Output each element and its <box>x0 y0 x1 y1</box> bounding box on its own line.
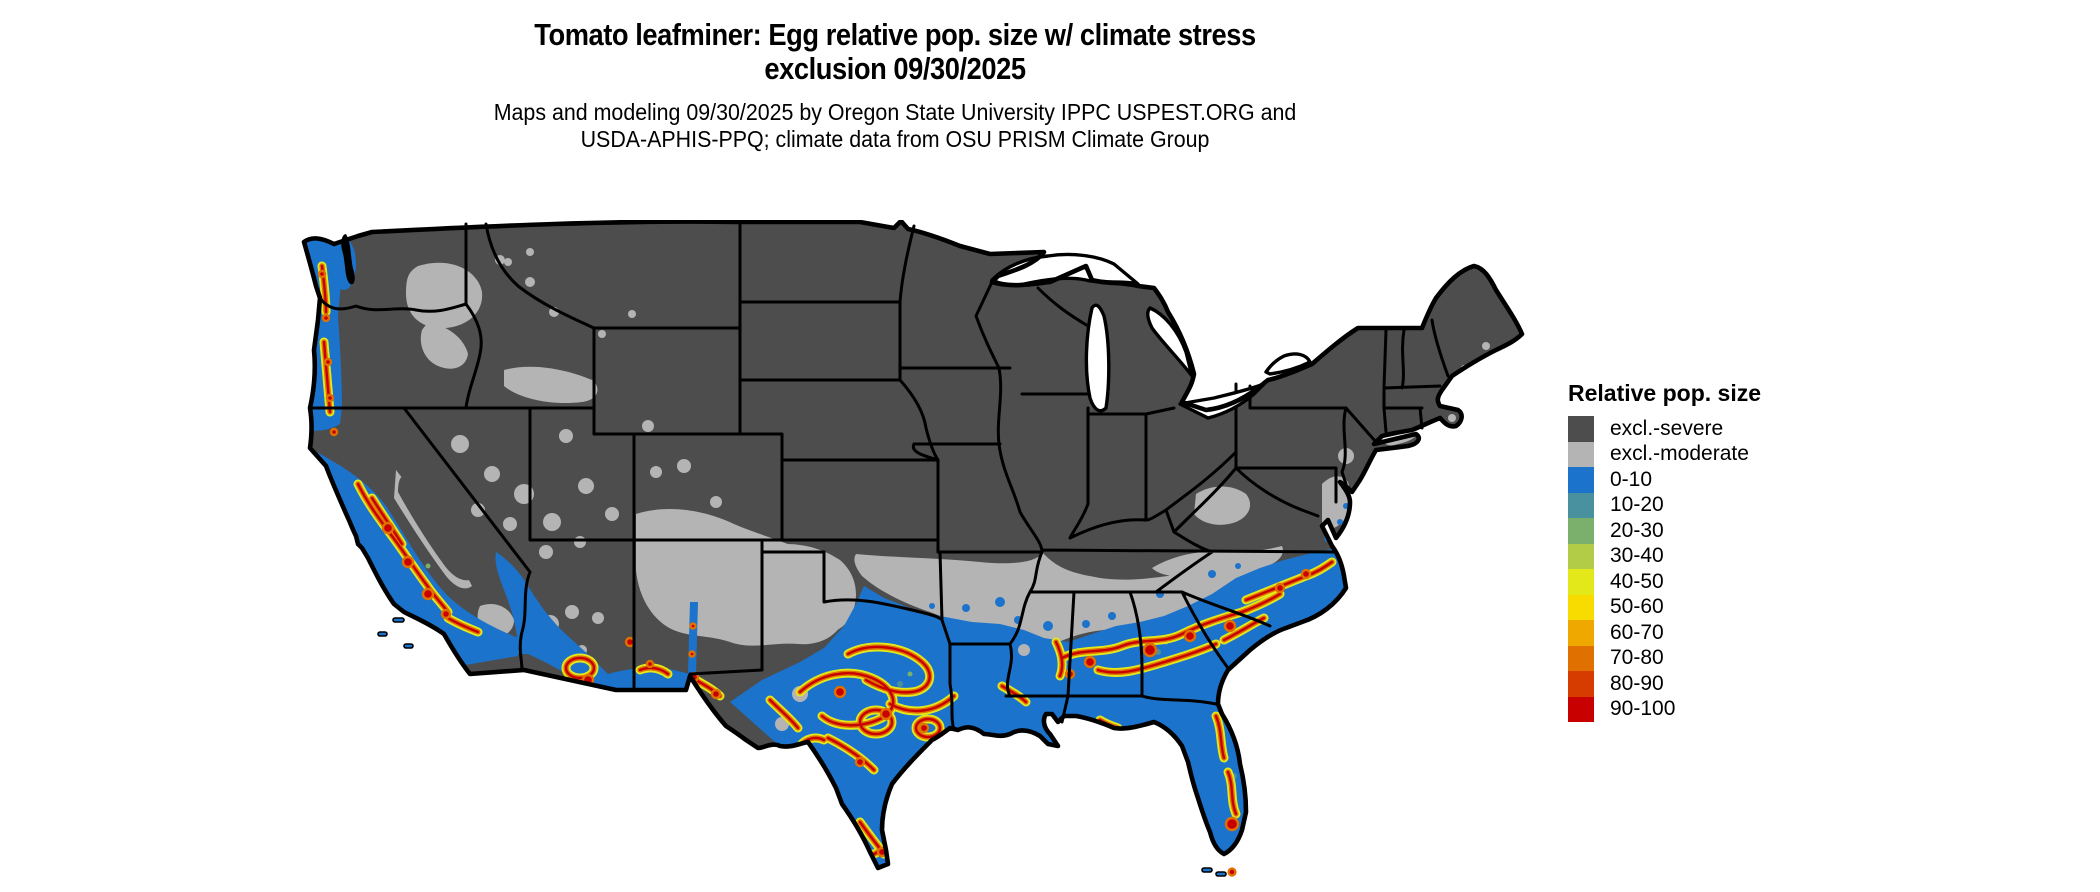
legend-label: 80-90 <box>1610 671 1664 695</box>
legend-item-70-80: 70-80 <box>1568 645 1828 671</box>
legend-swatch-50-60 <box>1568 594 1594 620</box>
channel-island <box>392 617 405 623</box>
legend-item-50-60: 50-60 <box>1568 594 1828 620</box>
legend-swatch-10-20 <box>1568 492 1594 518</box>
raster-layers <box>304 221 1522 868</box>
florida-key-hotspot <box>1227 867 1237 877</box>
legend-label: 30-40 <box>1610 544 1664 568</box>
legend-item-30-40: 30-40 <box>1568 543 1828 569</box>
florida-key <box>1215 871 1227 877</box>
channel-island <box>403 643 414 649</box>
legend-item-20-30: 20-30 <box>1568 518 1828 544</box>
figure-header: Tomato leafminer: Egg relative pop. size… <box>0 18 1790 153</box>
legend-swatch-90-100 <box>1568 696 1594 722</box>
channel-island <box>377 631 388 637</box>
legend-label: 40-50 <box>1610 569 1664 593</box>
legend-swatch-60-70 <box>1568 620 1594 646</box>
state-borders <box>308 222 1450 732</box>
legend-label: 10-20 <box>1610 493 1664 517</box>
lake-ontario <box>1264 352 1312 376</box>
legend-title: Relative pop. size <box>1568 380 1762 406</box>
legend-swatch-70-80 <box>1568 645 1594 671</box>
us-map <box>300 220 1530 877</box>
legend-label: 50-60 <box>1610 595 1664 619</box>
florida-key <box>1201 867 1213 873</box>
legend-item-excl-moderate: excl.-moderate <box>1568 441 1828 467</box>
legend-swatch-excl-severe <box>1568 416 1594 442</box>
legend-label: 70-80 <box>1610 646 1664 670</box>
map-container <box>300 220 1530 884</box>
legend-label: 60-70 <box>1610 620 1664 644</box>
legend-items: excl.-severe excl.-moderate 0-10 10-20 2… <box>1568 416 1828 722</box>
layer-excl-severe-base <box>304 221 1522 868</box>
offshore-islands <box>377 617 1237 877</box>
map-title-line1: Tomato leafminer: Egg relative pop. size… <box>534 17 1256 52</box>
layer-excl-moderate <box>394 248 1490 655</box>
map-subtitle: Maps and modeling 09/30/2025 by Oregon S… <box>0 99 1790 153</box>
legend-item-excl-severe: excl.-severe <box>1568 416 1828 442</box>
map-subtitle-line1: Maps and modeling 09/30/2025 by Oregon S… <box>493 99 1297 125</box>
map-title: Tomato leafminer: Egg relative pop. size… <box>0 18 1790 86</box>
lake-huron <box>1146 306 1194 378</box>
legend-label: excl.-severe <box>1610 416 1724 440</box>
legend-label: 90-100 <box>1610 697 1676 721</box>
legend-swatch-40-50 <box>1568 569 1594 595</box>
legend-swatch-0-10 <box>1568 467 1594 493</box>
legend-item-90-100: 90-100 <box>1568 696 1828 722</box>
legend: Relative pop. size excl.-severe excl.-mo… <box>1568 381 1828 722</box>
legend-item-10-20: 10-20 <box>1568 492 1828 518</box>
legend-label: 20-30 <box>1610 518 1664 542</box>
puget-sound-inlet <box>341 234 355 285</box>
lake-michigan <box>1084 303 1111 413</box>
map-title-line2: exclusion 09/30/2025 <box>764 51 1026 86</box>
legend-swatch-20-30 <box>1568 518 1594 544</box>
legend-swatch-excl-moderate <box>1568 441 1594 467</box>
legend-item-80-90: 80-90 <box>1568 671 1828 697</box>
legend-label: excl.-moderate <box>1610 442 1749 466</box>
map-subtitle-line2: USDA-APHIS-PPQ; climate data from OSU PR… <box>580 126 1210 152</box>
legend-item-60-70: 60-70 <box>1568 620 1828 646</box>
legend-label: 0-10 <box>1610 467 1653 491</box>
legend-item-0-10: 0-10 <box>1568 467 1828 493</box>
legend-swatch-30-40 <box>1568 543 1594 569</box>
layer-severe-sierra <box>398 476 470 581</box>
legend-swatch-80-90 <box>1568 671 1594 697</box>
legend-item-40-50: 40-50 <box>1568 569 1828 595</box>
